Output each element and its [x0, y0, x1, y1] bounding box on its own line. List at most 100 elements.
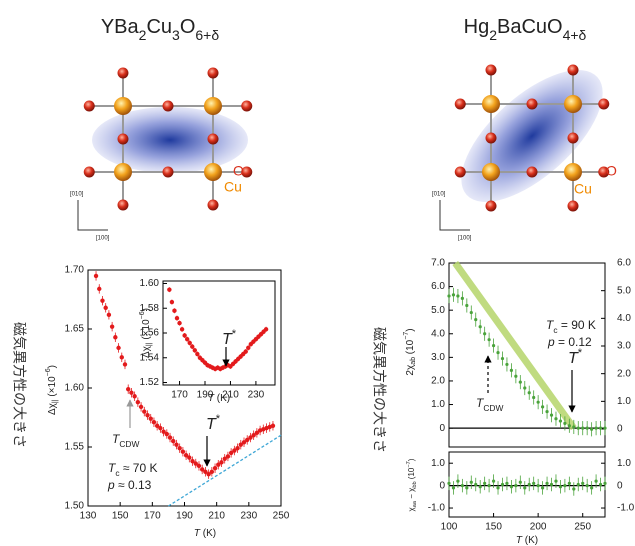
- point: [514, 484, 518, 488]
- point: [184, 336, 190, 342]
- point: [177, 320, 182, 326]
- point: [603, 481, 607, 485]
- fit-line: [452, 260, 577, 431]
- point: [460, 296, 464, 300]
- text-part: −7: [406, 461, 412, 467]
- copper-atom: [564, 95, 582, 113]
- point: [106, 312, 112, 318]
- point: [212, 466, 218, 471]
- text-part: T: [112, 432, 121, 446]
- point: [563, 484, 567, 488]
- point: [536, 484, 540, 488]
- point: [598, 426, 603, 430]
- point: [179, 327, 185, 332]
- text-part: T: [108, 461, 117, 475]
- point: [241, 440, 247, 445]
- text-part: = 90 K: [558, 318, 596, 332]
- point: [193, 461, 198, 466]
- side-label: 磁気異方性の大きさ: [11, 322, 27, 448]
- point: [447, 294, 451, 298]
- point: [527, 391, 531, 395]
- point: [126, 386, 131, 392]
- y2-tick-label: 4.0: [617, 313, 631, 324]
- text-part: ≈ 70 K: [120, 461, 158, 475]
- oxygen-atom: [567, 200, 579, 212]
- point: [532, 481, 536, 485]
- text-part: Hg: [464, 16, 490, 38]
- text-part: c: [115, 468, 119, 478]
- point: [563, 421, 567, 426]
- point: [487, 484, 491, 488]
- point: [151, 420, 157, 425]
- point: [474, 318, 478, 322]
- point: [500, 482, 505, 487]
- point: [238, 442, 243, 447]
- text-part: 6+δ: [195, 27, 219, 43]
- point: [541, 486, 545, 490]
- y-tick-label: 1.60: [140, 278, 160, 289]
- point: [190, 344, 195, 349]
- point: [523, 486, 527, 490]
- y2-tick-label: 2.0: [617, 368, 631, 379]
- x-axis-label: T (K): [194, 528, 216, 539]
- x-tick-label: 190: [176, 511, 193, 522]
- text-part: T: [516, 535, 523, 546]
- point: [248, 435, 253, 440]
- text-part: bb: [412, 481, 418, 487]
- y-tick-label: 1.0: [431, 399, 445, 410]
- text-part: aa: [412, 500, 418, 507]
- point: [451, 293, 456, 297]
- point: [161, 429, 166, 434]
- text-part: ≈ 0.13: [115, 478, 152, 492]
- x-tick-label: 150: [485, 522, 502, 533]
- point: [142, 409, 147, 414]
- y2-tick-label: 5.0: [617, 285, 631, 296]
- point: [598, 482, 603, 487]
- point: [554, 479, 558, 483]
- y-tick-label: 1.50: [65, 501, 85, 512]
- text-part: (×10: [47, 376, 58, 400]
- annotation: TCDW: [112, 432, 139, 449]
- point: [129, 390, 134, 395]
- point: [505, 481, 509, 485]
- point: [483, 481, 487, 485]
- point: [594, 479, 598, 483]
- point: [456, 479, 460, 483]
- y-tick-label: 0: [439, 423, 445, 434]
- point: [500, 356, 505, 361]
- point: [145, 412, 150, 418]
- oxygen-atom: [83, 166, 95, 178]
- y-axis-label: Δχ|| (×10−6): [45, 365, 59, 415]
- oxygen-atom: [117, 199, 129, 211]
- point: [581, 426, 585, 430]
- point: [167, 287, 172, 292]
- x-tick-label: 210: [222, 390, 239, 401]
- text-part: T: [568, 350, 579, 367]
- text-part: ): [407, 458, 416, 461]
- point: [180, 449, 186, 454]
- point: [196, 463, 202, 469]
- point: [177, 445, 182, 451]
- y-tick-label: 2.0: [431, 376, 445, 387]
- point: [496, 486, 500, 490]
- annotation: p ≈ 0.13: [107, 478, 152, 492]
- x-tick-label: 250: [273, 511, 290, 522]
- point: [549, 482, 554, 487]
- text-part: T: [194, 528, 201, 539]
- x-tick-label: 170: [171, 390, 188, 401]
- point: [122, 362, 128, 367]
- point: [465, 486, 469, 490]
- point: [245, 437, 250, 443]
- panel-title: Hg2BaCuO4+δ: [464, 16, 587, 42]
- text-part: T: [476, 396, 485, 410]
- point: [558, 419, 563, 423]
- copper-atom: [114, 163, 132, 181]
- y-tick-label: 1.56: [140, 328, 160, 339]
- cu-label: Cu: [574, 181, 592, 197]
- point: [576, 482, 580, 487]
- point: [603, 426, 607, 430]
- point: [103, 305, 108, 310]
- y2-tick-label: 1.0: [617, 458, 631, 469]
- text-part: CDW: [483, 403, 503, 413]
- point: [469, 480, 473, 484]
